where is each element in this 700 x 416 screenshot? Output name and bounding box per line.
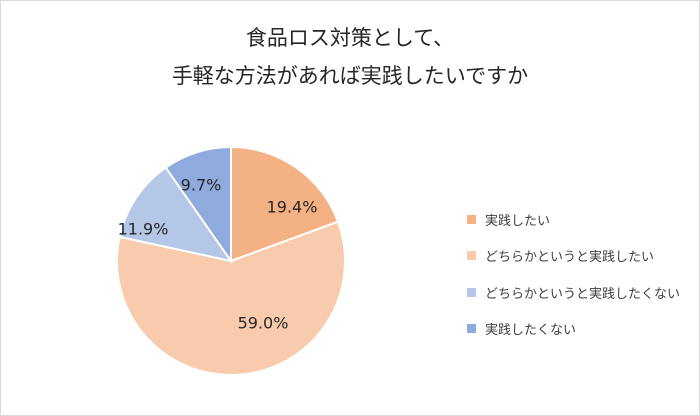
legend-label-1: 実践したい (485, 213, 551, 229)
pie-slice-3 (118, 166, 234, 263)
legend-label-3: どちらかというと実践したくない (485, 286, 681, 302)
chart-title-line-1: 食品ロス対策として、 (245, 26, 455, 50)
legend-swatch-4 (467, 324, 476, 334)
legend-item-1: 実践したい (467, 201, 680, 238)
legend-item-4: 実践したくない (467, 311, 680, 348)
pie-slice-label-1: 19.4% (267, 198, 318, 217)
legend-swatch-3 (467, 287, 476, 297)
legend-label-2: どちらかというと実践したい (485, 250, 655, 266)
pie-slice-label-2: 59.0% (238, 314, 289, 333)
legend-swatch-1 (467, 214, 476, 224)
legend-swatch-2 (467, 251, 476, 261)
legend-item-3: どちらかというと実践したくない (467, 274, 680, 311)
pie-slice-label-4: 9.7% (181, 176, 222, 195)
chart-title-line-2: 手軽な方法があれば実践したいですか (171, 64, 529, 88)
chart-legend: 実践したいどちらかというと実践したいどちらかというと実践したくない 実践したくない (467, 201, 680, 347)
pie-slice-label-3: 11.9% (118, 220, 169, 239)
chart-title: 食品ロス対策として、 手軽な方法があれば実践したいですか (1, 19, 699, 95)
pie-slice-4 (164, 145, 232, 265)
pie-slice-1 (230, 145, 340, 263)
legend-item-2: どちらかというと実践したい (467, 238, 680, 275)
pie-slice-2 (116, 220, 346, 376)
legend-label-4: 実践したくない (485, 323, 577, 339)
